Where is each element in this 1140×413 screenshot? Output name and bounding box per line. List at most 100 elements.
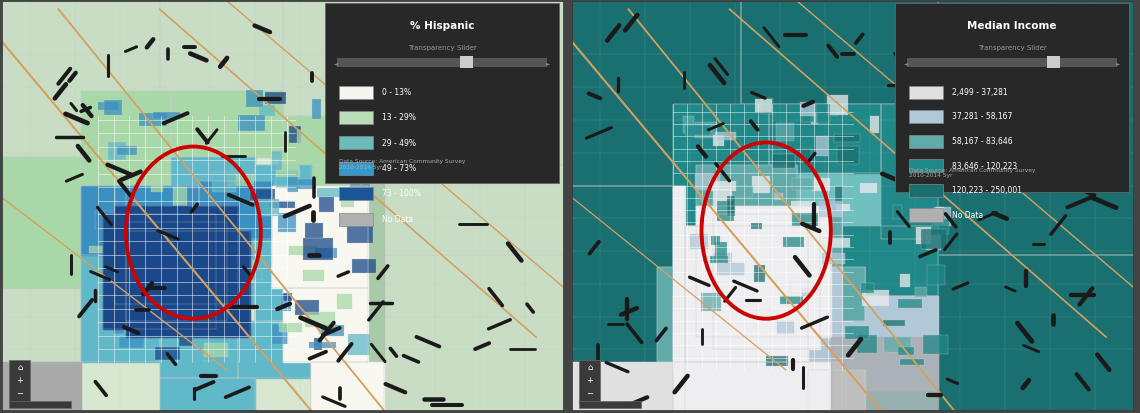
Bar bbox=[319, 324, 336, 335]
Polygon shape bbox=[125, 231, 250, 337]
Polygon shape bbox=[81, 186, 125, 256]
Polygon shape bbox=[831, 337, 937, 411]
Polygon shape bbox=[2, 157, 81, 288]
Bar bbox=[317, 189, 342, 198]
Polygon shape bbox=[283, 288, 367, 362]
Polygon shape bbox=[2, 2, 160, 157]
Bar bbox=[776, 123, 795, 142]
Bar bbox=[217, 230, 227, 247]
Polygon shape bbox=[115, 206, 238, 305]
Bar bbox=[921, 230, 947, 250]
Bar bbox=[141, 230, 153, 239]
Polygon shape bbox=[695, 227, 808, 321]
Bar bbox=[772, 154, 795, 169]
Bar bbox=[901, 359, 923, 365]
Bar bbox=[898, 347, 914, 355]
Bar bbox=[910, 209, 943, 222]
Bar bbox=[766, 356, 788, 366]
Bar bbox=[336, 294, 352, 309]
Bar bbox=[701, 294, 720, 312]
Bar bbox=[910, 135, 943, 148]
Bar bbox=[709, 256, 728, 263]
Bar bbox=[774, 194, 783, 201]
Polygon shape bbox=[367, 166, 384, 411]
Bar bbox=[845, 327, 869, 339]
Polygon shape bbox=[674, 297, 770, 370]
Bar bbox=[153, 113, 180, 120]
Bar bbox=[915, 228, 931, 245]
Bar bbox=[276, 167, 300, 177]
Polygon shape bbox=[272, 186, 367, 288]
Bar bbox=[822, 254, 846, 265]
Bar bbox=[800, 102, 815, 117]
Polygon shape bbox=[283, 116, 367, 166]
Bar bbox=[860, 183, 877, 194]
Bar bbox=[727, 196, 735, 216]
Bar bbox=[801, 106, 814, 123]
Polygon shape bbox=[384, 166, 564, 256]
Bar bbox=[352, 153, 361, 172]
Polygon shape bbox=[674, 362, 842, 411]
Text: ◄: ◄ bbox=[904, 60, 909, 66]
Bar bbox=[114, 271, 133, 285]
Bar bbox=[279, 150, 299, 172]
Bar bbox=[348, 334, 370, 356]
Bar bbox=[321, 325, 344, 336]
Text: Data Source: American Community Survey
2010-2014 5yr: Data Source: American Community Survey 2… bbox=[910, 167, 1036, 178]
Polygon shape bbox=[171, 92, 283, 157]
Bar bbox=[714, 253, 732, 263]
Bar bbox=[910, 86, 943, 100]
Text: % Hispanic: % Hispanic bbox=[409, 21, 474, 31]
Bar bbox=[243, 259, 252, 278]
Bar bbox=[906, 59, 1117, 67]
Bar bbox=[834, 135, 860, 142]
Bar bbox=[306, 312, 335, 327]
Bar bbox=[694, 122, 717, 138]
Bar bbox=[787, 155, 795, 169]
Bar bbox=[309, 342, 336, 349]
Bar bbox=[206, 311, 222, 327]
Text: Transparency Slider: Transparency Slider bbox=[978, 45, 1047, 51]
Polygon shape bbox=[712, 215, 820, 349]
Bar bbox=[754, 266, 765, 282]
Bar bbox=[915, 287, 927, 297]
Bar bbox=[780, 297, 803, 305]
Bar bbox=[461, 57, 473, 69]
Text: 73 - 100%: 73 - 100% bbox=[382, 189, 421, 198]
Text: ◄: ◄ bbox=[334, 60, 339, 66]
Polygon shape bbox=[81, 256, 160, 362]
Polygon shape bbox=[937, 256, 1134, 411]
Polygon shape bbox=[115, 186, 200, 256]
Bar bbox=[757, 310, 773, 318]
Polygon shape bbox=[160, 2, 283, 92]
Polygon shape bbox=[881, 104, 937, 239]
Bar bbox=[803, 288, 812, 298]
Bar bbox=[117, 147, 137, 156]
Bar bbox=[236, 146, 267, 157]
Bar bbox=[901, 275, 910, 287]
Bar bbox=[717, 263, 744, 275]
Bar bbox=[861, 284, 873, 294]
Bar bbox=[212, 172, 236, 192]
Bar bbox=[755, 100, 772, 113]
Bar bbox=[251, 190, 275, 200]
Polygon shape bbox=[657, 268, 730, 362]
Polygon shape bbox=[695, 256, 785, 337]
Polygon shape bbox=[2, 288, 81, 411]
Bar bbox=[352, 260, 376, 273]
Bar bbox=[271, 151, 283, 171]
Bar bbox=[120, 285, 146, 306]
Polygon shape bbox=[255, 239, 311, 321]
Bar bbox=[288, 247, 318, 256]
Text: +: + bbox=[586, 375, 593, 385]
Bar bbox=[331, 151, 342, 169]
Bar bbox=[246, 91, 263, 108]
Polygon shape bbox=[384, 256, 564, 411]
Bar bbox=[298, 180, 317, 190]
Text: 83,646 - 120,223: 83,646 - 120,223 bbox=[952, 161, 1017, 170]
Polygon shape bbox=[770, 321, 864, 370]
Bar bbox=[882, 320, 905, 326]
Bar bbox=[139, 114, 168, 127]
Bar bbox=[893, 206, 902, 219]
Bar bbox=[752, 177, 770, 193]
